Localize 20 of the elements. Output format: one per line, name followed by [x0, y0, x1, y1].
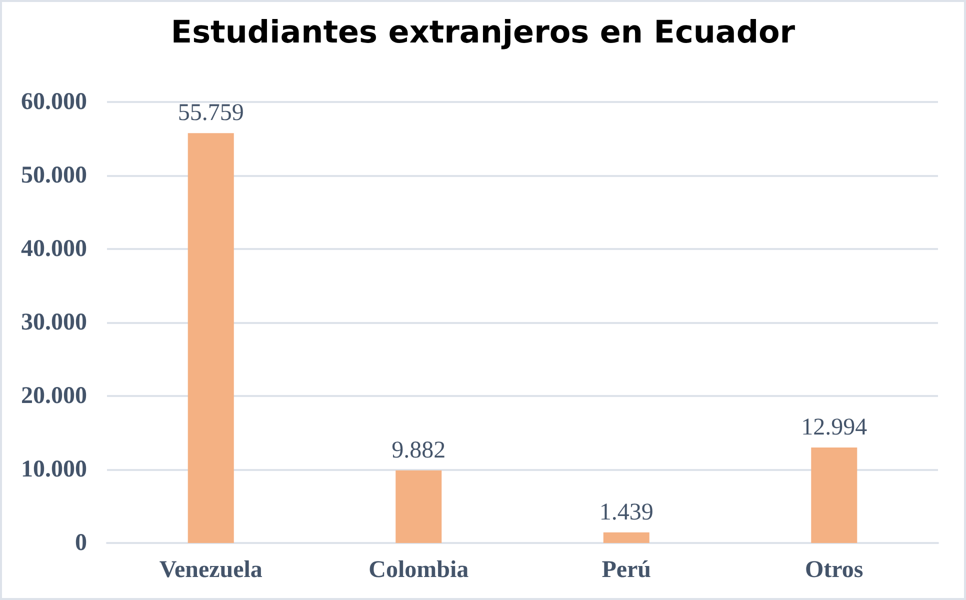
bar: [603, 532, 650, 543]
y-tick-label: 30.000: [21, 310, 87, 336]
x-tick-label: Perú: [602, 557, 652, 583]
data-label: 1.439: [599, 499, 654, 526]
bar: [396, 470, 442, 543]
y-tick-label: 0: [75, 530, 87, 556]
bar: [188, 133, 234, 543]
x-tick-label: Otros: [805, 557, 864, 583]
data-label: 9.882: [392, 437, 446, 464]
y-tick-label: 50.000: [21, 162, 87, 188]
y-tick-label: 60.000: [21, 89, 87, 115]
y-tick-label: 40.000: [21, 236, 87, 262]
chart-title: Estudiantes extranjeros en Ecuador: [170, 14, 796, 50]
y-tick-label: 20.000: [21, 383, 87, 409]
x-tick-label: Colombia: [368, 557, 469, 583]
x-tick-label: Venezuela: [159, 557, 262, 583]
data-label: 55.759: [178, 100, 244, 126]
y-tick-label: 10.000: [21, 456, 87, 482]
data-label: 12.994: [801, 414, 868, 440]
bar: [811, 447, 858, 543]
